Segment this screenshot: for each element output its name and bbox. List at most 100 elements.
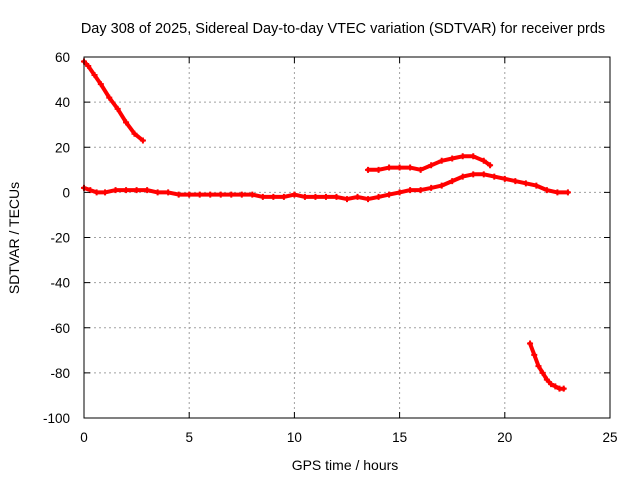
data-point (365, 166, 372, 173)
y-axis-ticks: -100 -80 -60 -40 -20 0 20 40 60 (43, 50, 610, 426)
data-point (312, 193, 319, 200)
y-tick-label: -100 (43, 411, 70, 426)
data-point (501, 175, 508, 182)
data-point (396, 164, 403, 171)
data-point (280, 193, 287, 200)
grid-lines (84, 57, 610, 418)
data-point (228, 191, 235, 198)
data-point (344, 196, 350, 203)
data-point (512, 178, 519, 185)
data-point (386, 191, 393, 198)
data-point (428, 184, 435, 191)
data-point (365, 196, 372, 203)
data-point (144, 187, 151, 194)
data-point (560, 385, 567, 392)
data-point (417, 166, 424, 173)
data-point (196, 191, 203, 198)
data-point (123, 187, 130, 194)
data-point (175, 191, 182, 198)
x-axis-label: GPS time / hours (292, 457, 399, 473)
data-point (301, 193, 308, 200)
data-point (543, 187, 550, 194)
data-point (106, 94, 113, 101)
data-point (133, 187, 140, 194)
data-point (322, 193, 329, 200)
data-point (87, 187, 94, 194)
data-point (93, 189, 100, 196)
data-point (186, 191, 193, 198)
chart-title: Day 308 of 2025, Sidereal Day-to-day VTE… (81, 21, 605, 37)
data-point (428, 162, 435, 169)
data-point (154, 189, 161, 196)
data-point (470, 153, 477, 160)
data-point (291, 191, 298, 198)
data-point (354, 193, 361, 200)
data-series (81, 58, 571, 392)
data-point (522, 180, 529, 187)
y-tick-label: -40 (50, 276, 70, 291)
y-tick-label: 20 (55, 140, 70, 155)
x-tick-label: 10 (287, 430, 302, 445)
y-axis-label: SDTVAR / TECUs (6, 182, 22, 294)
data-point (270, 193, 277, 200)
data-point (533, 182, 540, 189)
data-point (527, 340, 534, 347)
data-point (554, 189, 561, 196)
data-point (539, 369, 546, 376)
data-point (375, 193, 382, 200)
x-axis-ticks: 0 5 10 15 20 25 (80, 57, 618, 445)
series-early-steep-decline (82, 59, 145, 143)
x-tick-label: 15 (392, 430, 407, 445)
data-point (112, 187, 119, 194)
data-point (102, 189, 109, 196)
data-point (238, 191, 245, 198)
plot-frame (83, 56, 611, 419)
data-point (259, 193, 266, 200)
data-point (417, 187, 424, 194)
data-point (487, 162, 494, 169)
data-point (333, 193, 340, 200)
data-point (407, 187, 414, 194)
y-tick-label: -80 (50, 366, 70, 381)
data-point (131, 130, 138, 137)
data-point (123, 119, 130, 126)
data-point (114, 105, 121, 112)
data-point (375, 166, 382, 173)
data-point (535, 363, 542, 370)
x-tick-label: 0 (80, 430, 88, 445)
data-point (548, 381, 555, 388)
y-tick-label: -20 (50, 231, 70, 246)
data-point (217, 191, 224, 198)
data-point (552, 383, 559, 390)
x-tick-label: 5 (185, 430, 193, 445)
data-point (480, 171, 487, 178)
x-tick-label: 20 (497, 430, 512, 445)
x-tick-label: 25 (602, 430, 617, 445)
data-point (407, 164, 414, 171)
data-point (207, 191, 214, 198)
y-tick-label: 40 (55, 95, 70, 110)
data-point (438, 182, 445, 189)
data-point (459, 173, 466, 180)
data-point (386, 164, 393, 171)
data-point (480, 157, 487, 164)
data-point (249, 191, 256, 198)
data-point (97, 81, 104, 88)
data-point (165, 189, 172, 196)
data-point (449, 155, 456, 162)
data-point (91, 72, 98, 79)
data-point (396, 189, 403, 196)
y-tick-label: -60 (50, 321, 70, 336)
data-point (531, 351, 538, 358)
data-point (470, 171, 477, 178)
data-point (459, 153, 466, 160)
data-point (543, 376, 550, 383)
y-tick-label: 60 (55, 50, 70, 65)
data-point (564, 189, 571, 196)
data-point (449, 178, 456, 185)
data-point (438, 157, 445, 164)
data-point (139, 137, 146, 144)
data-point (85, 63, 92, 70)
y-tick-label: 0 (62, 185, 70, 200)
